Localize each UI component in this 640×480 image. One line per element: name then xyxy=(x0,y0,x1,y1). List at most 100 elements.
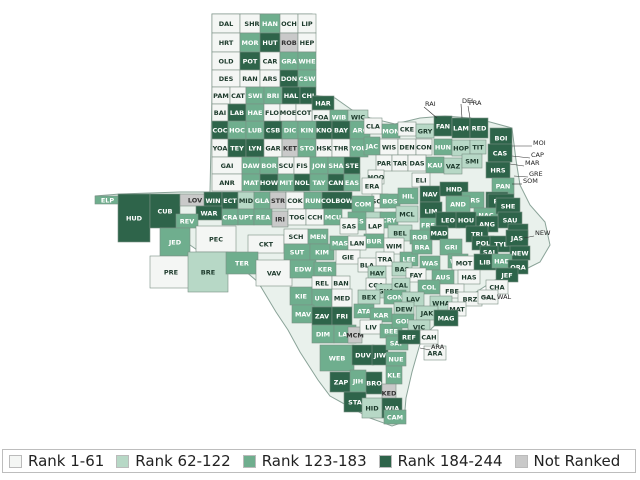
county-hrs[interactable] xyxy=(485,161,511,179)
county-vaz[interactable] xyxy=(443,157,463,175)
county-cke[interactable] xyxy=(397,121,417,137)
county-how[interactable] xyxy=(259,173,279,192)
county-sto[interactable] xyxy=(297,138,317,158)
county-edw[interactable] xyxy=(289,259,317,279)
county-fis[interactable] xyxy=(293,156,311,175)
county-pre[interactable] xyxy=(149,255,193,289)
county-era[interactable] xyxy=(361,177,383,195)
county-bri[interactable] xyxy=(263,86,283,105)
county-mon[interactable] xyxy=(381,123,401,139)
county-eli[interactable] xyxy=(411,172,431,188)
county-nav[interactable] xyxy=(419,185,441,203)
county-hid[interactable] xyxy=(361,397,383,419)
county-iri[interactable] xyxy=(271,210,289,228)
county-and[interactable] xyxy=(445,195,471,213)
county-war[interactable] xyxy=(195,205,223,221)
county-yoa[interactable] xyxy=(211,138,229,158)
county-she[interactable] xyxy=(495,197,521,215)
county-och[interactable] xyxy=(279,13,299,34)
county-hrt[interactable] xyxy=(211,32,241,53)
county-liv[interactable] xyxy=(359,319,383,335)
county-pot[interactable] xyxy=(239,51,261,71)
county-jed[interactable] xyxy=(159,227,191,257)
county-cot[interactable] xyxy=(295,103,313,122)
county-jih[interactable] xyxy=(349,369,367,393)
county-cah[interactable] xyxy=(419,329,439,345)
county-par[interactable] xyxy=(375,154,393,172)
county-car[interactable] xyxy=(259,51,281,71)
county-cok[interactable] xyxy=(285,191,305,210)
county-uva[interactable] xyxy=(311,288,333,308)
county-sch[interactable] xyxy=(283,228,309,245)
county-tay[interactable] xyxy=(309,173,329,192)
county-hun[interactable] xyxy=(433,138,453,156)
county-hoc[interactable] xyxy=(227,120,247,140)
county-lam[interactable] xyxy=(451,117,471,139)
county-hal[interactable] xyxy=(281,86,301,105)
county-web[interactable] xyxy=(319,344,355,372)
county-dal[interactable] xyxy=(211,13,241,34)
county-hae[interactable] xyxy=(245,103,265,122)
county-hep[interactable] xyxy=(297,32,317,53)
county-str[interactable] xyxy=(269,191,287,210)
county-mcu[interactable] xyxy=(323,208,343,226)
county-lap[interactable] xyxy=(365,217,385,235)
legend-item-r3[interactable]: Rank 123-183 xyxy=(242,452,367,470)
county-hsk[interactable] xyxy=(315,138,333,158)
county-pam[interactable] xyxy=(211,86,231,105)
county-nue[interactable] xyxy=(385,351,407,367)
county-sha[interactable] xyxy=(327,156,345,175)
county-han[interactable] xyxy=(259,13,281,34)
county-mor[interactable] xyxy=(239,32,261,53)
county-gar[interactable] xyxy=(263,138,283,158)
county-fan[interactable] xyxy=(433,115,453,137)
county-whe[interactable] xyxy=(297,51,317,71)
county-mot[interactable] xyxy=(451,255,477,271)
county-med[interactable] xyxy=(331,288,353,308)
county-ref[interactable] xyxy=(397,329,421,345)
county-bor[interactable] xyxy=(259,156,279,175)
county-men[interactable] xyxy=(307,228,329,245)
county-mas[interactable] xyxy=(329,235,351,251)
county-lyn[interactable] xyxy=(245,138,265,158)
county-cub[interactable] xyxy=(149,193,181,229)
county-elp[interactable] xyxy=(94,195,121,205)
county-eas[interactable] xyxy=(343,173,361,192)
county-dic[interactable] xyxy=(281,120,299,140)
county-upt[interactable] xyxy=(237,208,255,226)
county-sas[interactable] xyxy=(339,217,359,235)
county-den[interactable] xyxy=(397,138,417,156)
county-com[interactable] xyxy=(351,195,375,213)
county-des[interactable] xyxy=(211,69,241,88)
county-cch[interactable] xyxy=(305,208,325,226)
legend-item-r1[interactable]: Rank 1-61 xyxy=(9,452,104,470)
county-wim[interactable] xyxy=(383,237,405,255)
county-smi[interactable] xyxy=(461,153,483,169)
county-new[interactable] xyxy=(509,245,531,261)
county-gra[interactable] xyxy=(279,51,299,71)
legend-item-r2[interactable]: Rank 62-122 xyxy=(116,452,231,470)
county-thr[interactable] xyxy=(331,138,351,158)
county-zav[interactable] xyxy=(311,306,333,326)
county-red[interactable] xyxy=(469,117,489,139)
county-hop[interactable] xyxy=(451,139,471,157)
county-daw[interactable] xyxy=(241,156,261,175)
county-has[interactable] xyxy=(457,269,481,285)
county-ara[interactable] xyxy=(423,345,447,361)
county-gie[interactable] xyxy=(335,249,361,265)
county-swi[interactable] xyxy=(245,86,265,105)
county-was[interactable] xyxy=(419,255,441,271)
county-rev[interactable] xyxy=(175,213,199,229)
county-bur[interactable] xyxy=(363,233,385,249)
county-tar[interactable] xyxy=(391,154,409,172)
county-lub[interactable] xyxy=(245,120,265,140)
county-mcl[interactable] xyxy=(395,205,419,223)
county-fay[interactable] xyxy=(405,267,427,283)
county-coc[interactable] xyxy=(211,120,229,140)
county-rob[interactable] xyxy=(279,32,299,53)
county-ket[interactable] xyxy=(281,138,299,158)
county-bra[interactable] xyxy=(411,239,433,255)
county-jon[interactable] xyxy=(309,156,329,175)
county-csw[interactable] xyxy=(297,69,317,88)
county-ban[interactable] xyxy=(331,275,351,291)
